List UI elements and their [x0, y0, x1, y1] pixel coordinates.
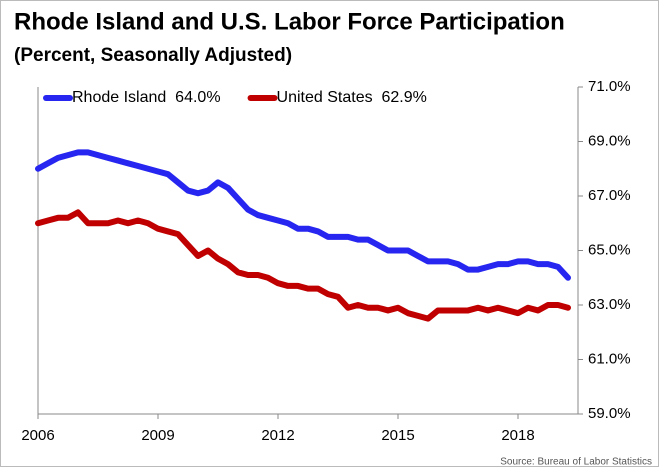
- y-tick-label: 63.0%: [588, 296, 631, 313]
- x-tick-label: 2018: [501, 427, 534, 444]
- legend-label: Rhode Island 64.0%: [72, 89, 221, 106]
- chart-title: Rhode Island and U.S. Labor Force Partic…: [14, 8, 565, 35]
- source: Source: Bureau of Labor Statistics: [500, 457, 652, 467]
- x-tick-label: 2006: [21, 427, 54, 444]
- y-tick-label: 67.0%: [588, 187, 631, 204]
- legend-label: United States 62.9%: [277, 89, 427, 106]
- y-tick-label: 65.0%: [588, 241, 631, 258]
- x-tick-label: 2012: [261, 427, 294, 444]
- y-tick-label: 61.0%: [588, 350, 631, 367]
- y-tick-label: 59.0%: [588, 405, 631, 422]
- series-line: [35, 209, 571, 322]
- y-tick-label: 71.0%: [588, 78, 631, 95]
- chart-subtitle: (Percent, Seasonally Adjusted): [14, 45, 292, 66]
- y-tick-label: 69.0%: [588, 132, 631, 149]
- x-tick-label: 2009: [141, 427, 174, 444]
- series-line: [35, 149, 571, 281]
- x-tick-label: 2015: [381, 427, 414, 444]
